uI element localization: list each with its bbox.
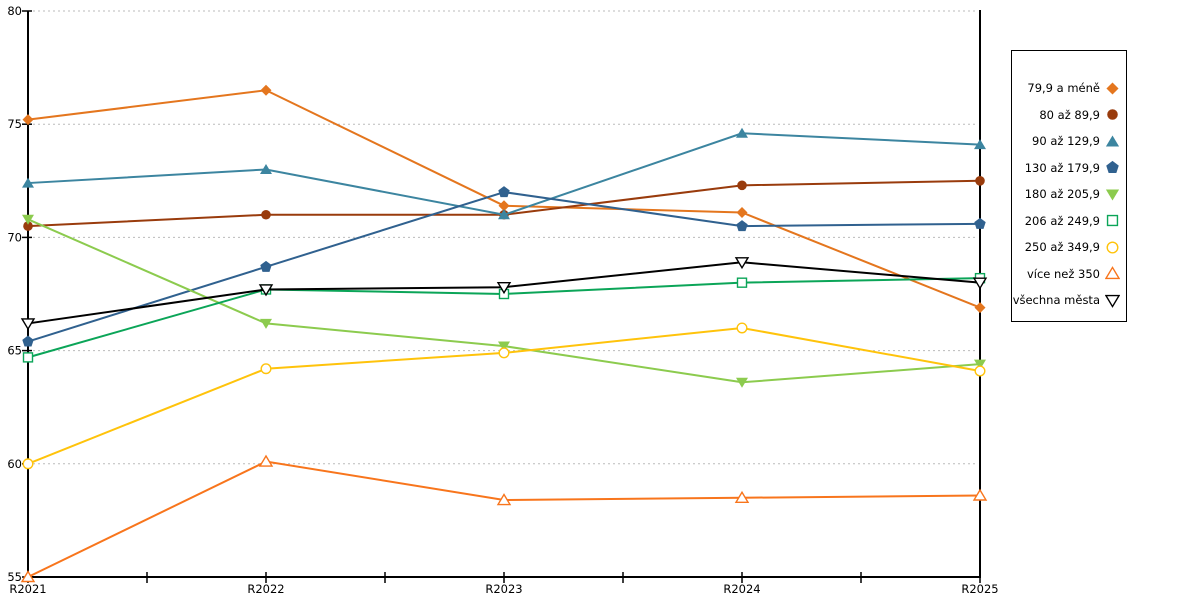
series-marker	[975, 176, 985, 186]
series-marker	[260, 260, 272, 272]
series-marker	[974, 302, 986, 314]
series-marker	[734, 490, 750, 503]
series-marker	[972, 277, 988, 290]
series-marker	[498, 209, 510, 220]
legend-item: 250 až 349,9	[1012, 234, 1126, 261]
square-legend-marker-icon	[1106, 215, 1119, 227]
series-marker	[258, 284, 274, 297]
series-marker	[260, 84, 272, 96]
series-marker	[22, 214, 34, 225]
series-marker	[737, 180, 747, 191]
series-marker	[498, 341, 510, 352]
legend-item: 79,9 a méně	[1012, 75, 1126, 102]
triangle-up-legend-marker-icon	[1105, 135, 1120, 147]
x-tick-label: R2021	[9, 582, 46, 596]
legend-item: všechna města	[1012, 287, 1126, 314]
legend-item-label: 80 až 89,9	[1039, 107, 1100, 122]
legend-item-label: všechna města	[1012, 293, 1100, 308]
series-marker	[498, 347, 510, 359]
series-marker	[261, 209, 271, 220]
x-tick-label: R2022	[247, 582, 284, 596]
series-marker	[736, 127, 748, 138]
legend-item: 90 až 129,9	[1012, 128, 1126, 155]
legend-item: více než 350	[1012, 261, 1126, 288]
series-marker	[736, 277, 748, 288]
legend: 79,9 a méně 80 až 89,9 90 až 129,9 130 až 1…	[1011, 50, 1127, 322]
series-line	[27, 460, 981, 578]
series-marker	[974, 365, 986, 377]
y-tick-label: 55	[7, 570, 22, 584]
y-tick-label: 70	[7, 230, 22, 244]
series-marker	[974, 359, 986, 370]
y-tick-label: 65	[7, 344, 22, 358]
series-marker	[22, 114, 34, 126]
series-marker	[22, 458, 34, 470]
series-marker	[734, 257, 750, 270]
legend-item-label: 250 až 349,9	[1024, 240, 1100, 255]
series-marker	[23, 221, 33, 231]
series-marker	[496, 493, 512, 506]
legend-item-label: 130 až 179,9	[1024, 160, 1100, 175]
series-marker	[972, 488, 988, 501]
series-line	[27, 89, 981, 309]
x-tick-label: R2025	[961, 582, 998, 596]
y-tick-label: 60	[7, 457, 22, 471]
x-tick-label: R2024	[723, 582, 760, 596]
legend-item-label: 206 až 249,9	[1024, 213, 1100, 228]
legend-item-label: více než 350	[1026, 266, 1100, 281]
circle-legend-marker-icon	[1107, 109, 1118, 121]
series-marker	[20, 570, 36, 583]
legend-item: 180 až 205,9	[1012, 181, 1126, 208]
legend-item-label: 90 až 129,9	[1032, 134, 1100, 149]
diamond-legend-marker-icon	[1106, 82, 1119, 95]
series-marker	[974, 139, 986, 150]
series-marker	[22, 335, 34, 347]
series-marker	[736, 377, 748, 388]
series-marker	[974, 217, 986, 229]
series-marker	[260, 363, 272, 375]
series-marker	[260, 163, 272, 174]
circle-legend-marker-icon	[1106, 241, 1119, 254]
legend-item-label: 79,9 a méně	[1027, 81, 1100, 96]
series-marker	[498, 186, 510, 198]
series-marker	[736, 322, 748, 334]
x-tick-label: R2023	[485, 582, 522, 596]
series-marker	[260, 318, 272, 329]
legend-item: 130 až 179,9	[1012, 155, 1126, 182]
legend-item: 206 až 249,9	[1012, 208, 1126, 235]
y-tick-label: 75	[7, 117, 22, 131]
series-marker	[20, 318, 36, 331]
legend-item-label: 180 až 205,9	[1024, 187, 1100, 202]
triangle-down-legend-marker-icon	[1105, 294, 1120, 308]
pentagon-legend-marker-icon	[1106, 161, 1119, 174]
legend-item: 80 až 89,9	[1012, 102, 1126, 129]
series-marker	[736, 206, 748, 218]
series-marker	[498, 200, 510, 212]
y-tick-label: 80	[7, 4, 22, 18]
series-marker	[736, 220, 748, 232]
series-marker	[22, 177, 34, 188]
triangle-down-legend-marker-icon	[1105, 189, 1120, 201]
series-marker	[22, 352, 34, 363]
series-marker	[258, 454, 274, 467]
series-marker	[496, 281, 512, 295]
triangle-up-legend-marker-icon	[1105, 266, 1120, 280]
